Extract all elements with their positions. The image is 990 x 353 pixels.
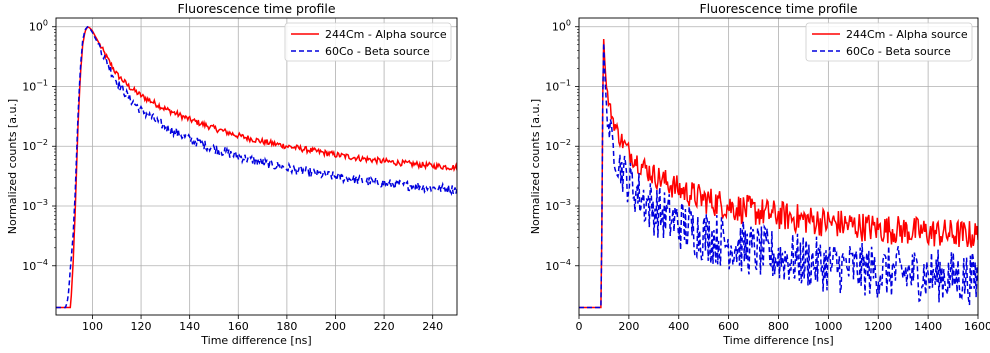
y-tick-base: 10 [545, 200, 559, 213]
y-tick-base: 10 [545, 260, 559, 273]
y-axis-label: Normalized counts [a.u.] [529, 99, 542, 234]
y-tick-exponent: −2 [559, 138, 571, 147]
legend-box [805, 22, 973, 62]
left-chart-panel: 100 120 140 160 180 200 220 24010−410−310−210−1… [6, 1, 458, 347]
chart-title: Fluorescence time profile [177, 1, 335, 16]
x-tick-label: 1400 [914, 320, 942, 333]
y-tick-exponent: −1 [36, 78, 48, 87]
y-tick-exponent: −3 [36, 198, 48, 207]
plot-frame [55, 17, 458, 316]
x-tick-label: 160 [228, 320, 249, 333]
y-tick-exponent: −4 [559, 258, 571, 267]
chart-title: Fluorescence time profile [699, 1, 857, 16]
y-tick-base: 10 [29, 21, 43, 34]
y-tick-exponent: −2 [36, 138, 48, 147]
x-tick-label: 600 [718, 320, 739, 333]
y-tick-label: 10−4 [22, 258, 48, 273]
alpha-series-line [579, 38, 978, 309]
legend-beta-label: 60Co - Beta source [846, 45, 951, 58]
legend: 244Cm - Alpha source 60Co - Beta source [805, 22, 973, 62]
y-tick-label: 10−3 [22, 198, 48, 213]
y-tick-base: 10 [22, 80, 36, 93]
y-tick-label: 100 [29, 19, 48, 34]
y-tick-exponent: −1 [559, 78, 571, 87]
y-tick-base: 10 [552, 21, 566, 34]
grid [56, 18, 457, 315]
series-group [56, 25, 457, 309]
x-tick-label: 140 [179, 320, 200, 333]
y-tick-label: 10−1 [545, 78, 571, 93]
x-tick-label: 200 [325, 320, 346, 333]
y-tick-base: 10 [22, 140, 36, 153]
right-chart-panel: 0 200 400 600 800 1000 1200 1400 160010−410−310−… [529, 1, 990, 347]
y-tick-label: 10−3 [545, 198, 571, 213]
x-tick-label: 800 [768, 320, 789, 333]
y-tick-label: 10−1 [22, 78, 48, 93]
beta-series-line [56, 25, 457, 309]
x-tick-label: 1200 [864, 320, 892, 333]
alpha-series-line [56, 26, 457, 309]
legend-beta-label: 60Co - Beta source [325, 45, 430, 58]
y-tick-label: 10−2 [22, 138, 48, 153]
y-axis-label: Normalized counts [a.u.] [6, 99, 19, 234]
legend-alpha-label: 244Cm - Alpha source [325, 28, 447, 41]
x-tick-label: 200 [618, 320, 639, 333]
x-tick-label: 240 [422, 320, 443, 333]
y-tick-exponent: −3 [559, 198, 571, 207]
x-tick-label: 120 [131, 320, 152, 333]
legend: 244Cm - Alpha source 60Co - Beta source [284, 22, 452, 62]
x-tick-label: 400 [668, 320, 689, 333]
x-axis-label: Time difference [ns] [200, 334, 311, 347]
y-tick-exponent: 0 [566, 19, 571, 28]
x-axis-label: Time difference [ns] [722, 334, 833, 347]
x-tick-label: 220 [374, 320, 395, 333]
y-tick-exponent: −4 [36, 258, 48, 267]
y-tick-base: 10 [22, 260, 36, 273]
y-tick-label: 10−2 [545, 138, 571, 153]
x-tick-label: 1600 [964, 320, 990, 333]
x-tick-label: 0 [576, 320, 583, 333]
legend-alpha-label: 244Cm - Alpha source [846, 28, 968, 41]
y-tick-base: 10 [22, 200, 36, 213]
x-tick-label: 100 [82, 320, 103, 333]
y-tick-base: 10 [545, 140, 559, 153]
x-tick-label: 1000 [814, 320, 842, 333]
x-tick-label: 180 [276, 320, 297, 333]
y-tick-base: 10 [545, 80, 559, 93]
series-group [579, 38, 978, 309]
y-tick-label: 10−4 [545, 258, 571, 273]
beta-series-line [579, 42, 978, 309]
y-tick-exponent: 0 [43, 19, 48, 28]
legend-box [284, 22, 452, 62]
y-tick-label: 100 [552, 19, 571, 34]
